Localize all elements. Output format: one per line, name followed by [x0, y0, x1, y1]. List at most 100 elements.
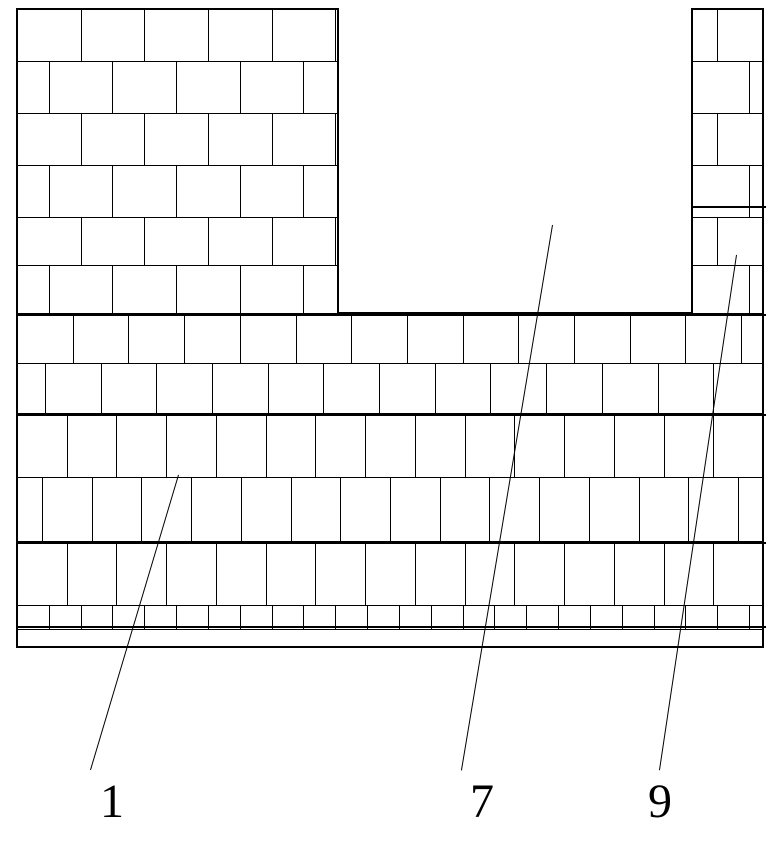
brick: [540, 478, 590, 541]
brick: [714, 542, 762, 605]
brick: [113, 266, 177, 313]
brick: [408, 314, 464, 363]
section-divider: [18, 414, 766, 416]
brick: [718, 10, 762, 61]
brick: [74, 314, 130, 363]
brick: [68, 414, 118, 477]
brick: [82, 10, 146, 61]
brick: [167, 414, 217, 477]
brick: [273, 218, 337, 265]
brick: [113, 166, 177, 217]
brick: [68, 542, 118, 605]
brick: [241, 266, 305, 313]
brick: [366, 542, 416, 605]
brick: [50, 62, 114, 113]
callout-label-9: 9: [648, 778, 672, 826]
brick: [217, 414, 267, 477]
brick: [18, 414, 68, 477]
brick: [129, 314, 185, 363]
brick-row: [18, 542, 762, 606]
brick: [565, 414, 615, 477]
brick: [341, 478, 391, 541]
brick: [297, 314, 353, 363]
brick: [145, 10, 209, 61]
recess-opening: [337, 8, 693, 314]
brick: [217, 542, 267, 605]
brick: [209, 114, 273, 165]
brick: [686, 266, 750, 313]
brick: [209, 10, 273, 61]
brick: [43, 478, 93, 541]
brick: [686, 314, 742, 363]
brick: [145, 114, 209, 165]
brick: [640, 478, 690, 541]
brick: [241, 62, 305, 113]
brick: [441, 478, 491, 541]
brick: [391, 478, 441, 541]
brick: [18, 364, 46, 413]
brick: [267, 542, 317, 605]
brick: [547, 364, 603, 413]
brick-row: [18, 314, 762, 364]
section-divider: [18, 314, 766, 316]
brick: [515, 542, 565, 605]
brick: [192, 478, 242, 541]
brick: [177, 62, 241, 113]
brick: [18, 314, 74, 363]
brick: [18, 114, 82, 165]
brick: [213, 364, 269, 413]
brick: [18, 218, 82, 265]
brick: [714, 414, 762, 477]
brick: [519, 314, 575, 363]
brick: [46, 364, 102, 413]
brick: [241, 314, 297, 363]
brick: [18, 478, 43, 541]
brick: [93, 478, 143, 541]
section-divider: [693, 206, 766, 208]
brick: [185, 314, 241, 363]
brick: [352, 314, 408, 363]
brick: [615, 542, 665, 605]
brick: [565, 542, 615, 605]
brick: [380, 364, 436, 413]
brick: [750, 166, 762, 217]
brick: [50, 166, 114, 217]
brick: [145, 218, 209, 265]
brick: [241, 166, 305, 217]
callout-label-7: 7: [470, 778, 494, 826]
brick: [269, 364, 325, 413]
brick: [157, 364, 213, 413]
brick: [490, 478, 540, 541]
brick: [718, 218, 762, 265]
brick: [686, 166, 750, 217]
brick: [177, 266, 241, 313]
brick: [739, 478, 762, 541]
brick: [575, 314, 631, 363]
section-divider: [18, 542, 766, 544]
brick-row: [18, 478, 762, 542]
brick: [615, 414, 665, 477]
callout-label-1: 1: [100, 778, 124, 826]
brick: [18, 62, 50, 113]
brick: [750, 266, 762, 313]
brick-wall-diagram: [16, 8, 764, 648]
brick: [82, 114, 146, 165]
section-divider: [18, 626, 766, 628]
brick: [324, 364, 380, 413]
brick: [18, 542, 68, 605]
brick: [18, 266, 50, 313]
brick: [686, 62, 750, 113]
brick: [714, 364, 762, 413]
brick: [316, 414, 366, 477]
brick: [242, 478, 292, 541]
brick: [267, 414, 317, 477]
brick: [631, 314, 687, 363]
brick: [665, 542, 715, 605]
brick: [292, 478, 342, 541]
brick: [466, 414, 516, 477]
brick: [18, 166, 50, 217]
brick: [113, 62, 177, 113]
brick: [436, 364, 492, 413]
brick: [590, 478, 640, 541]
brick: [464, 314, 520, 363]
